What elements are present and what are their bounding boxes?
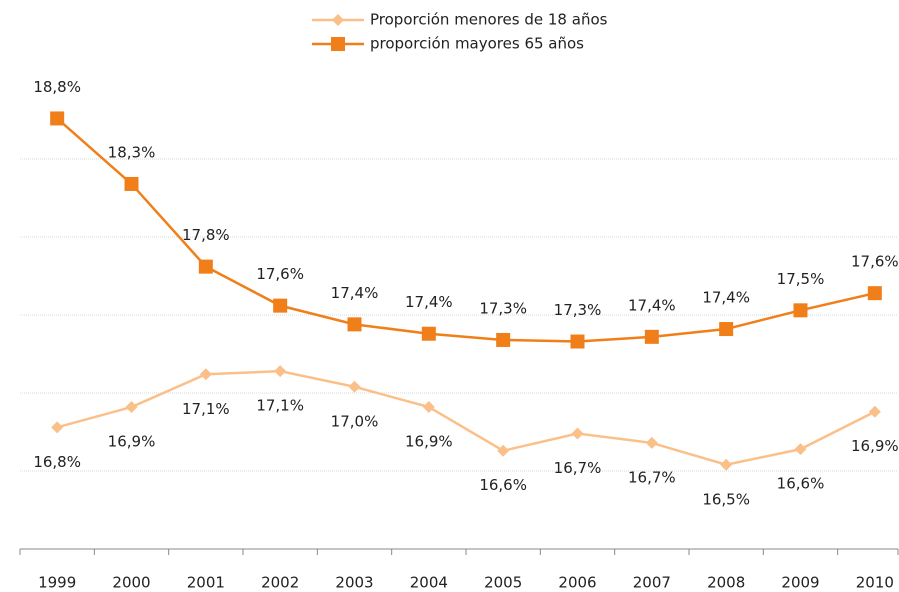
point — [421, 326, 436, 341]
x-tick-label: 2007 — [633, 574, 671, 592]
legend-label: proporción mayores 65 años — [370, 35, 584, 53]
point — [868, 405, 881, 418]
point — [348, 380, 361, 393]
data-label: 17,5% — [777, 270, 825, 288]
x-tick-label: 2008 — [707, 574, 745, 592]
x-tick-label: 2010 — [856, 574, 894, 592]
data-label: 17,0% — [331, 412, 379, 430]
data-label: 16,6% — [777, 475, 825, 493]
legend-label: Proporción menores de 18 años — [370, 11, 608, 29]
x-tick-label: 2003 — [335, 574, 373, 592]
data-label: 16,9% — [108, 433, 156, 451]
data-label: 17,1% — [182, 400, 230, 418]
point — [347, 317, 362, 332]
x-tick-label: 2002 — [261, 574, 299, 592]
data-label: 17,3% — [479, 299, 527, 317]
point — [273, 298, 288, 313]
data-label: 18,3% — [108, 143, 156, 161]
point — [571, 427, 584, 440]
x-tick-label: 2004 — [410, 574, 448, 592]
data-label: 17,4% — [405, 293, 453, 311]
point — [199, 368, 212, 381]
x-tick-label: 2006 — [558, 574, 596, 592]
point — [570, 334, 585, 349]
point — [794, 443, 807, 456]
data-label: 16,9% — [405, 433, 453, 451]
data-label: 17,4% — [702, 289, 750, 307]
point — [497, 444, 510, 457]
series-line — [56, 117, 876, 343]
x-tick-label: 2000 — [112, 574, 150, 592]
series-line — [56, 369, 876, 467]
legend-marker — [331, 37, 345, 51]
point — [645, 436, 658, 449]
data-label: 16,7% — [628, 468, 676, 486]
point — [422, 401, 435, 414]
data-label: 17,8% — [182, 226, 230, 244]
point — [867, 286, 882, 301]
data-label: 17,4% — [331, 284, 379, 302]
data-label: 16,9% — [851, 437, 899, 455]
point — [124, 176, 139, 191]
data-label: 17,1% — [256, 397, 304, 415]
x-tick-label: 2009 — [781, 574, 819, 592]
point — [125, 401, 138, 414]
x-tick-label: 2005 — [484, 574, 522, 592]
legend-marker — [332, 14, 344, 26]
point — [719, 322, 734, 337]
data-label: 16,5% — [702, 490, 750, 508]
x-tick-label: 2001 — [187, 574, 225, 592]
point — [793, 303, 808, 318]
data-label: 17,3% — [554, 301, 602, 319]
data-label: 18,8% — [33, 78, 81, 96]
point — [50, 111, 65, 126]
point — [274, 365, 287, 378]
data-label: 16,8% — [33, 453, 81, 471]
data-label: 16,6% — [479, 476, 527, 494]
data-label: 17,4% — [628, 296, 676, 314]
point — [51, 421, 64, 434]
data-label: 16,7% — [554, 459, 602, 477]
point — [198, 259, 213, 274]
point — [644, 329, 659, 344]
point — [496, 332, 511, 347]
data-label: 17,6% — [851, 253, 899, 271]
x-tick-label: 1999 — [38, 574, 76, 592]
point — [720, 458, 733, 471]
data-label: 17,6% — [256, 265, 304, 283]
